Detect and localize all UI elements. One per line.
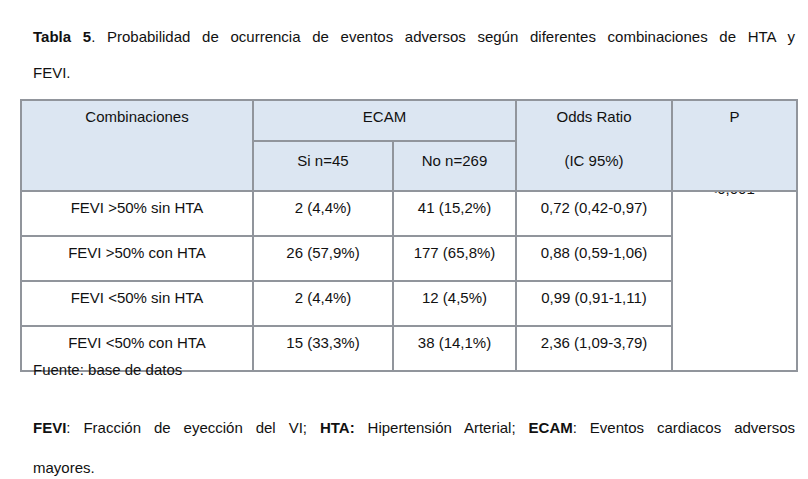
header-combinations: Combinaciones [21,100,253,191]
abbrev-fevi-desc: : Fracción de eyección del VI; [66,419,320,436]
table-caption-text: . Probabilidad de ocurrencia de eventos … [91,28,795,45]
abbrev-hta: HTA: [320,419,355,436]
table-row: FEVI >50% sin HTA 2 (4,4%) 41 (15,2%) 0,… [21,191,797,236]
cell-combination: FEVI >50% con HTA [21,236,253,281]
cell-combination: FEVI <50% sin HTA [21,281,253,326]
abbrev-ecam: ECAM [529,419,573,436]
header-odds-ratio-line1: Odds Ratio [521,108,667,125]
cell-combination: FEVI >50% sin HTA [21,191,253,236]
cell-odds-ratio: 0,72 (0,42-0,97) [516,191,672,236]
p-value-text: <0,001* [677,191,792,197]
statistics-table: Combinaciones ECAM Odds Ratio (IC 95%) P… [20,99,798,372]
cell-p-value: <0,001* [672,191,797,371]
abbreviations-note: FEVI: Fracción de eyección del VI; HTA: … [33,408,795,479]
header-row-1: Combinaciones ECAM Odds Ratio (IC 95%) P [21,100,797,141]
cell-ecam-no: 177 (65,8%) [393,236,516,281]
table-caption-line2: FEVI. [33,55,795,91]
header-ecam-si: Si n=45 [253,141,393,191]
source-note: Fuente: base de datos [33,361,182,378]
cell-ecam-no: 12 (4,5%) [393,281,516,326]
cell-odds-ratio: 0,88 (0,59-1,06) [516,236,672,281]
cell-odds-ratio: 0,99 (0,91-1,11) [516,281,672,326]
cell-ecam-no: 38 (14,1%) [393,326,516,371]
table-caption-line1: Tabla 5. Probabilidad de ocurrencia de e… [33,19,795,55]
header-ecam: ECAM [253,100,516,141]
header-odds-ratio-line2: (IC 95%) [521,152,667,169]
cell-ecam-si: 2 (4,4%) [253,191,393,236]
table-caption-number: Tabla 5 [33,28,91,45]
cell-ecam-si: 2 (4,4%) [253,281,393,326]
cell-ecam-si: 15 (33,3%) [253,326,393,371]
header-p: P [672,100,797,191]
cell-ecam-no: 41 (15,2%) [393,191,516,236]
cell-odds-ratio: 2,36 (1,09-3,79) [516,326,672,371]
header-odds-ratio: Odds Ratio (IC 95%) [516,100,672,191]
cell-ecam-si: 26 (57,9%) [253,236,393,281]
header-ecam-no: No n=269 [393,141,516,191]
abbreviations-line1: FEVI: Fracción de eyección del VI; HTA: … [33,408,795,448]
abbrev-fevi: FEVI [33,419,66,436]
abbrev-ecam-desc: : Eventos cardiacos adversos [573,419,795,436]
abbreviations-line2: mayores. [33,448,795,479]
table-caption: Tabla 5. Probabilidad de ocurrencia de e… [33,19,795,91]
abbrev-hta-desc: Hipertensión Arterial; [355,419,529,436]
